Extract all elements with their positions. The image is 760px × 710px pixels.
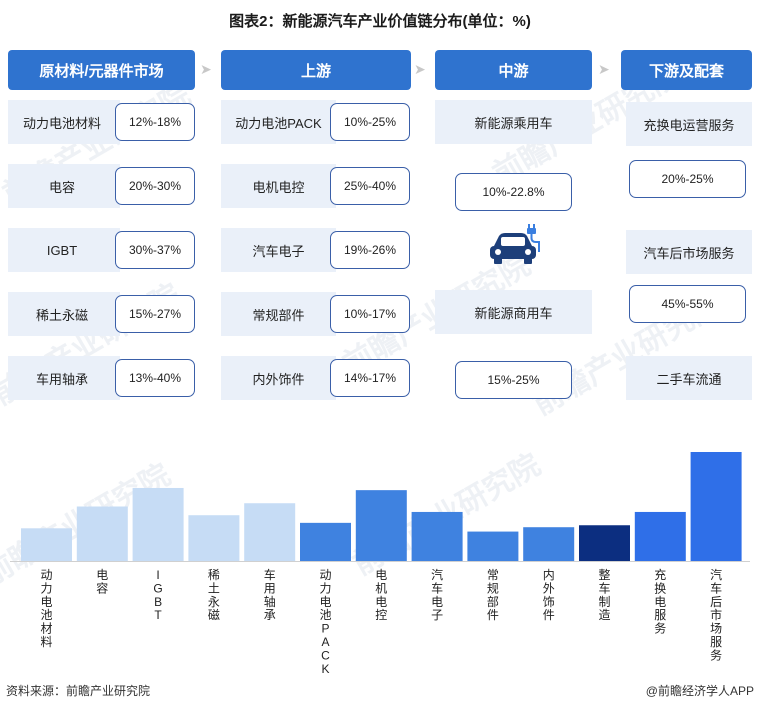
x-tick-label: 车用轴承 bbox=[264, 567, 276, 622]
raw-material-name: 车用轴承 bbox=[35, 371, 88, 387]
row-background bbox=[221, 100, 336, 144]
raw-material-range: 15%-27% bbox=[115, 295, 195, 333]
upstream-range: 14%-17% bbox=[330, 359, 410, 397]
x-tick-label: 充换电服务 bbox=[654, 567, 666, 636]
raw-material-name: IGBT bbox=[46, 242, 78, 258]
arrow-right-icon: ➤ bbox=[200, 61, 212, 77]
bar bbox=[523, 527, 575, 561]
column-header-upstream: 上游 bbox=[221, 50, 411, 90]
arrow-right-icon: ➤ bbox=[414, 61, 426, 77]
bar bbox=[467, 531, 519, 561]
midstream-commercial-range: 15%-25% bbox=[455, 361, 572, 399]
column-header-raw-materials: 原材料/元器件市场 bbox=[8, 50, 195, 90]
bar-chart: 动力电池材料 电容 I G B T 稀土永磁 车用轴承 动力电池 P A C K 电机电控 汽车电子 常规部件… bbox=[10, 452, 750, 676]
upstream-name: 内外饰件 bbox=[252, 371, 305, 387]
upstream-range: 19%-26% bbox=[330, 231, 410, 269]
bar bbox=[355, 490, 407, 561]
raw-material-range: 30%-37% bbox=[115, 231, 195, 269]
arrow-right-icon: ➤ bbox=[598, 61, 610, 77]
midstream-commercial: 新能源商用车 bbox=[474, 305, 553, 321]
row-background bbox=[8, 228, 120, 272]
source-note: 资料来源：前瞻产业研究院 bbox=[6, 684, 151, 698]
raw-material-name: 稀土永磁 bbox=[35, 307, 88, 323]
row-background bbox=[8, 356, 120, 400]
bar bbox=[411, 511, 463, 561]
row-background bbox=[626, 102, 752, 146]
row-background bbox=[8, 100, 120, 144]
upstream-name: 常规部件 bbox=[252, 307, 305, 323]
bar bbox=[132, 487, 184, 561]
row-background bbox=[8, 292, 120, 336]
row-background bbox=[221, 356, 336, 400]
upstream-name: 动力电池PACK bbox=[235, 115, 322, 131]
raw-material-range: 20%-30% bbox=[115, 167, 195, 205]
row-background bbox=[626, 356, 752, 400]
downstream-name: 充换电运营服务 bbox=[643, 117, 735, 133]
x-tick-label: 整车制造 bbox=[598, 567, 610, 622]
row-background bbox=[221, 228, 336, 272]
upstream-name: 汽车电子 bbox=[252, 243, 305, 259]
raw-material-name: 动力电池材料 bbox=[22, 115, 101, 131]
downstream-name: 二手车流通 bbox=[656, 371, 722, 387]
column-header-downstream: 下游及配套 bbox=[621, 50, 752, 90]
row-background bbox=[435, 290, 592, 334]
x-tick-label: 内外饰件 bbox=[543, 568, 555, 622]
column-header-midstream: 中游 bbox=[435, 50, 592, 90]
x-tick-label: 动力电池 P A C K bbox=[319, 568, 331, 676]
downstream-name: 汽车后市场服务 bbox=[643, 245, 735, 261]
x-tick-label: 稀土永磁 bbox=[208, 568, 220, 622]
upstream-range: 10%-25% bbox=[330, 103, 410, 141]
bar bbox=[244, 503, 296, 561]
ev-charging-car-icon bbox=[487, 222, 543, 268]
x-tick-label: 电机电控 bbox=[375, 568, 387, 622]
x-tick-label: 汽车后市场服务 bbox=[710, 567, 722, 662]
brand-credit: @前瞻经济学人APP bbox=[645, 684, 754, 698]
row-background bbox=[626, 230, 752, 274]
x-tick-label: 电容 bbox=[96, 568, 108, 595]
bar bbox=[21, 528, 72, 561]
row-background bbox=[221, 292, 336, 336]
raw-material-range: 12%-18% bbox=[115, 103, 195, 141]
midstream-passenger-range: 10%-22.8% bbox=[455, 173, 572, 211]
upstream-range: 10%-17% bbox=[330, 295, 410, 333]
row-background bbox=[8, 164, 120, 208]
bar bbox=[188, 515, 240, 561]
x-tick-label: 汽车电子 bbox=[431, 567, 443, 622]
raw-material-range: 13%-40% bbox=[115, 359, 195, 397]
bar bbox=[690, 452, 742, 561]
x-tick-label: 常规部件 bbox=[487, 568, 499, 622]
downstream-range: 45%-55% bbox=[629, 285, 746, 323]
downstream-range: 20%-25% bbox=[629, 160, 746, 198]
x-tick-label: 动力电池材料 bbox=[40, 568, 52, 649]
row-background bbox=[435, 100, 592, 144]
bar bbox=[634, 511, 686, 561]
upstream-name: 电机电控 bbox=[252, 179, 305, 195]
upstream-range: 25%-40% bbox=[330, 167, 410, 205]
raw-material-name: 电容 bbox=[48, 179, 75, 195]
midstream-passenger: 新能源乘用车 bbox=[474, 115, 553, 131]
bar bbox=[300, 522, 351, 561]
chart-title: 图表2：新能源汽车产业价值链分布(单位：%) bbox=[229, 13, 531, 30]
row-background bbox=[221, 164, 336, 208]
bar bbox=[579, 525, 630, 561]
bar bbox=[76, 506, 128, 561]
